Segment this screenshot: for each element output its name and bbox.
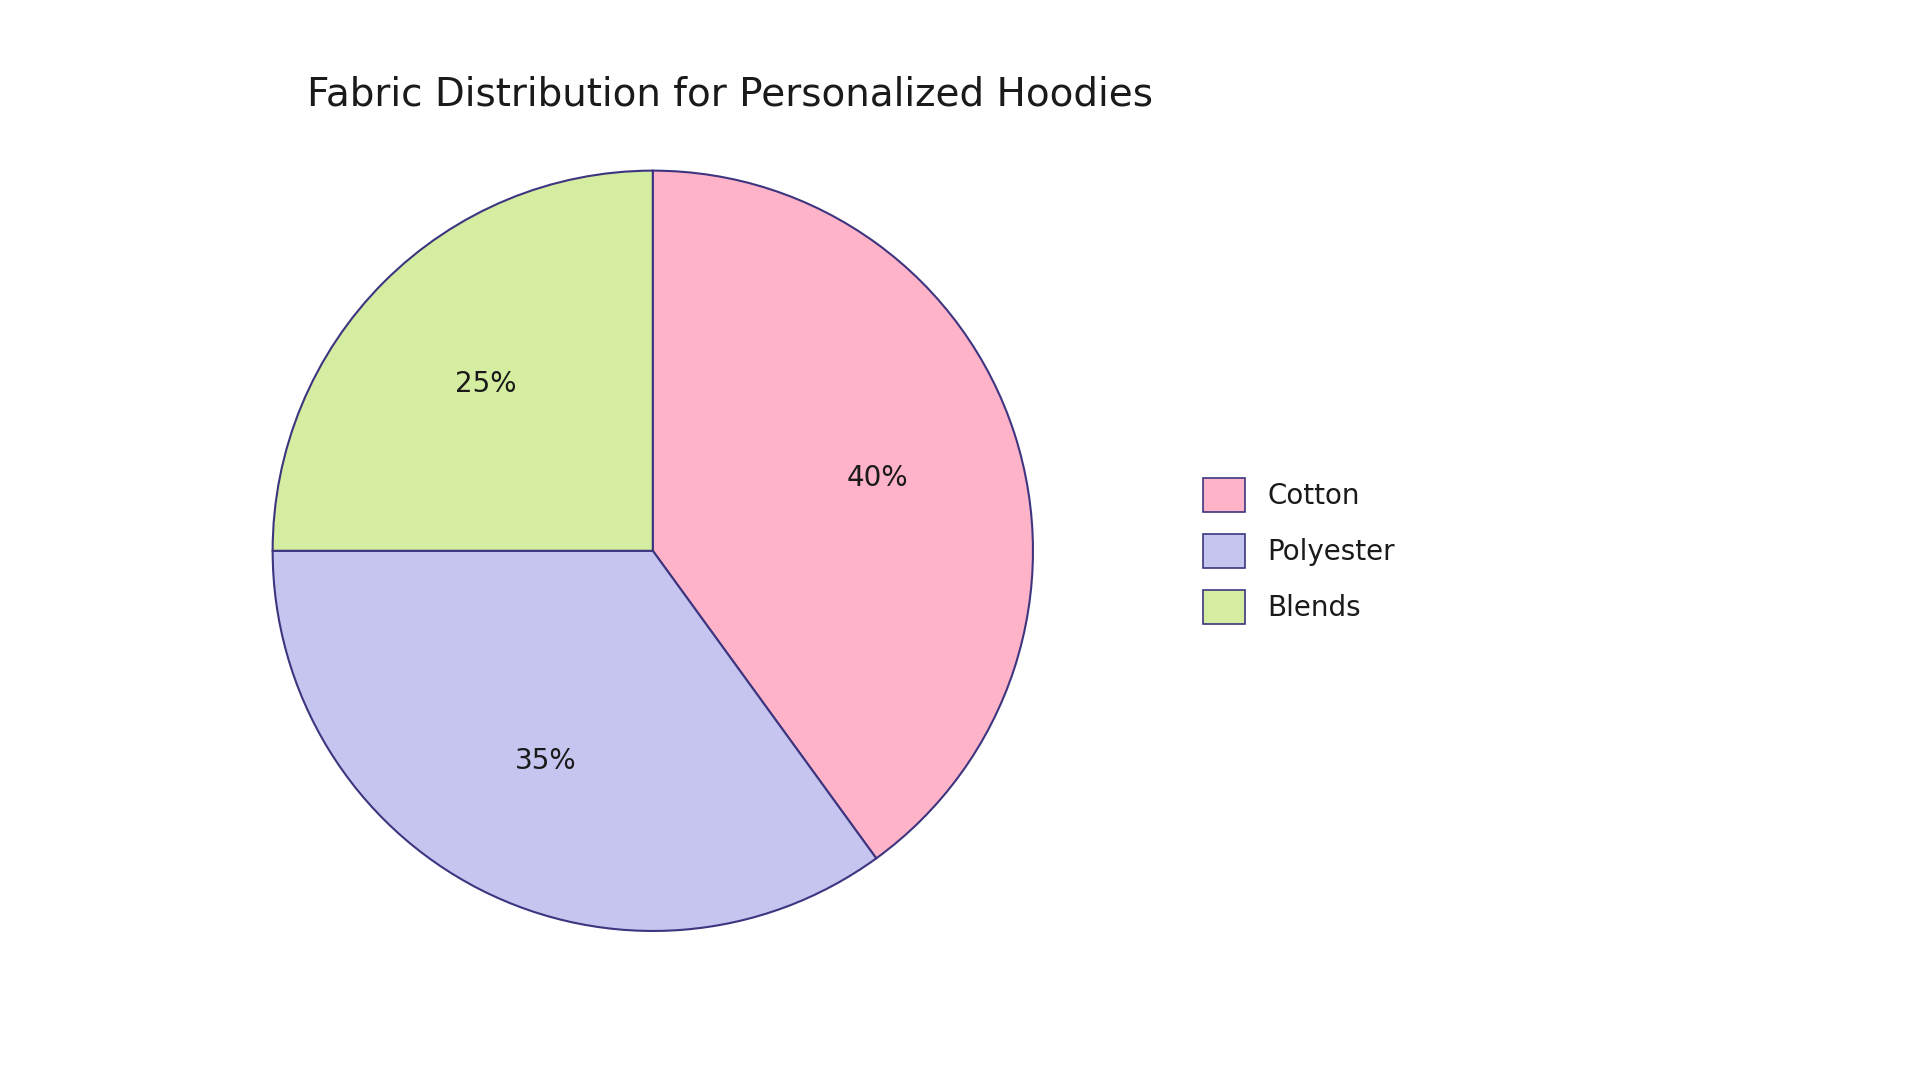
Wedge shape [273, 551, 876, 931]
Legend: Cotton, Polyester, Blends: Cotton, Polyester, Blends [1188, 463, 1409, 638]
Text: Fabric Distribution for Personalized Hoodies: Fabric Distribution for Personalized Hoo… [307, 76, 1152, 113]
Wedge shape [273, 171, 653, 551]
Text: 40%: 40% [847, 464, 908, 492]
Wedge shape [653, 171, 1033, 859]
Text: 25%: 25% [455, 370, 516, 399]
Text: 35%: 35% [515, 746, 576, 774]
